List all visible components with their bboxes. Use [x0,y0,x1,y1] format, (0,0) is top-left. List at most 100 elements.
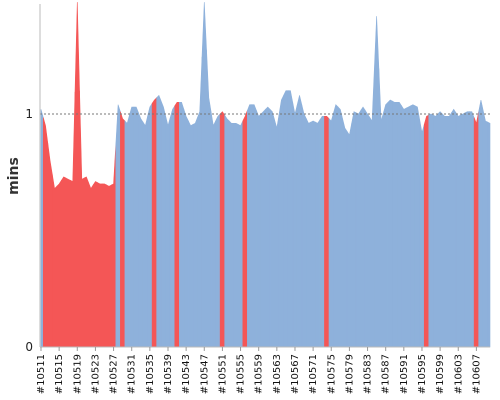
build-10524-area[interactable] [97,182,103,348]
build-10586-area[interactable] [378,68,384,348]
build-10516-area[interactable] [61,176,67,348]
build-10605-area[interactable] [464,111,470,348]
build-10519-area[interactable] [74,2,80,348]
build-10540-area[interactable] [169,104,176,348]
build-10574-area[interactable] [324,116,330,348]
build-10523-area[interactable] [92,181,98,348]
build-10601-area[interactable] [446,111,452,348]
build-10517-area[interactable] [65,177,71,348]
build-10588-area[interactable] [387,99,393,348]
build-10537-area[interactable] [156,94,162,348]
build-10604-area[interactable] [460,112,466,348]
build-10568-area[interactable] [296,95,303,348]
build-10565-area[interactable] [283,90,289,348]
build-10571-area[interactable] [310,120,316,348]
build-10589-area[interactable] [392,100,398,348]
build-10555-area[interactable] [237,120,244,348]
build-10609-area[interactable] [482,110,489,348]
build-10576-area[interactable] [333,104,339,348]
build-10587-area[interactable] [383,101,389,348]
build-10610-area[interactable] [487,121,491,348]
build-10582-area[interactable] [360,106,366,348]
build-10541-area[interactable] [174,102,180,348]
build-10596-area[interactable] [423,114,430,348]
build-10535-area[interactable] [147,102,153,348]
build-10583-area[interactable] [364,109,371,348]
build-10581-area[interactable] [355,109,362,348]
build-10573-area[interactable] [319,116,325,348]
build-10534-area[interactable] [142,116,148,348]
build-10538-area[interactable] [160,101,167,348]
build-10593-area[interactable] [410,104,416,348]
build-10528-area[interactable] [115,104,121,348]
build-10594-area[interactable] [414,105,421,348]
build-10602-area[interactable] [451,108,457,348]
build-10548-area[interactable] [206,49,212,348]
build-10597-area[interactable] [428,113,434,348]
build-10531-area[interactable] [129,106,135,348]
build-10526-area[interactable] [106,184,112,348]
build-10544-area[interactable] [188,120,194,348]
build-10533-area[interactable] [138,112,144,348]
build-10527-area[interactable] [110,144,117,348]
build-10570-area[interactable] [306,118,312,348]
build-10511-area[interactable] [40,109,44,348]
build-10599-area[interactable] [437,111,443,348]
build-10592-area[interactable] [405,105,411,348]
build-10564-area[interactable] [278,95,284,348]
build-10557-area[interactable] [247,104,253,348]
build-10554-area[interactable] [233,123,239,348]
build-10590-area[interactable] [396,102,402,348]
build-10521-area[interactable] [83,176,89,348]
build-10522-area[interactable] [88,182,94,348]
build-10514-area[interactable] [52,174,58,348]
build-10539-area[interactable] [165,116,171,348]
build-10591-area[interactable] [401,104,407,348]
build-10579-area[interactable] [346,123,352,348]
build-10556-area[interactable] [242,110,248,348]
build-10542-area[interactable] [179,102,185,348]
build-10607-area[interactable] [473,111,479,348]
build-10580-area[interactable] [351,111,357,348]
build-10584-area[interactable] [369,68,375,348]
build-10561-area[interactable] [265,106,271,348]
build-10513-area[interactable] [47,143,53,348]
build-10567-area[interactable] [292,102,298,348]
build-10577-area[interactable] [337,106,343,348]
build-10560-area[interactable] [260,108,266,348]
build-10532-area[interactable] [133,106,139,348]
build-10585-area[interactable] [374,16,380,348]
build-10553-area[interactable] [228,120,235,348]
build-10518-area[interactable] [70,91,76,348]
build-10536-area[interactable] [151,96,157,348]
build-10608-area[interactable] [478,99,484,348]
build-10530-area[interactable] [124,115,130,348]
build-10529-area[interactable] [120,111,126,348]
build-10562-area[interactable] [269,108,275,348]
build-10515-area[interactable] [56,179,62,348]
build-10545-area[interactable] [192,117,198,348]
build-10543-area[interactable] [183,109,189,348]
build-10525-area[interactable] [101,183,108,348]
build-10552-area[interactable] [224,114,230,348]
build-10575-area[interactable] [328,112,334,348]
build-10563-area[interactable] [274,113,280,348]
build-10600-area[interactable] [442,113,448,348]
build-10572-area[interactable] [315,118,321,348]
build-10551-area[interactable] [219,111,225,348]
build-10569-area[interactable] [301,104,307,348]
build-10547-area[interactable] [201,2,207,348]
build-10549-area[interactable] [210,111,216,348]
build-10566-area[interactable] [287,90,294,348]
build-10559-area[interactable] [256,110,262,348]
build-10558-area[interactable] [251,104,257,348]
build-10603-area[interactable] [455,111,461,348]
build-10512-area[interactable] [42,117,49,348]
build-10598-area[interactable] [433,113,439,348]
build-10578-area[interactable] [342,118,348,348]
build-10550-area[interactable] [215,113,221,348]
build-10520-area[interactable] [79,90,85,348]
build-10546-area[interactable] [197,56,203,348]
build-10606-area[interactable] [469,111,475,348]
build-10595-area[interactable] [419,119,425,348]
